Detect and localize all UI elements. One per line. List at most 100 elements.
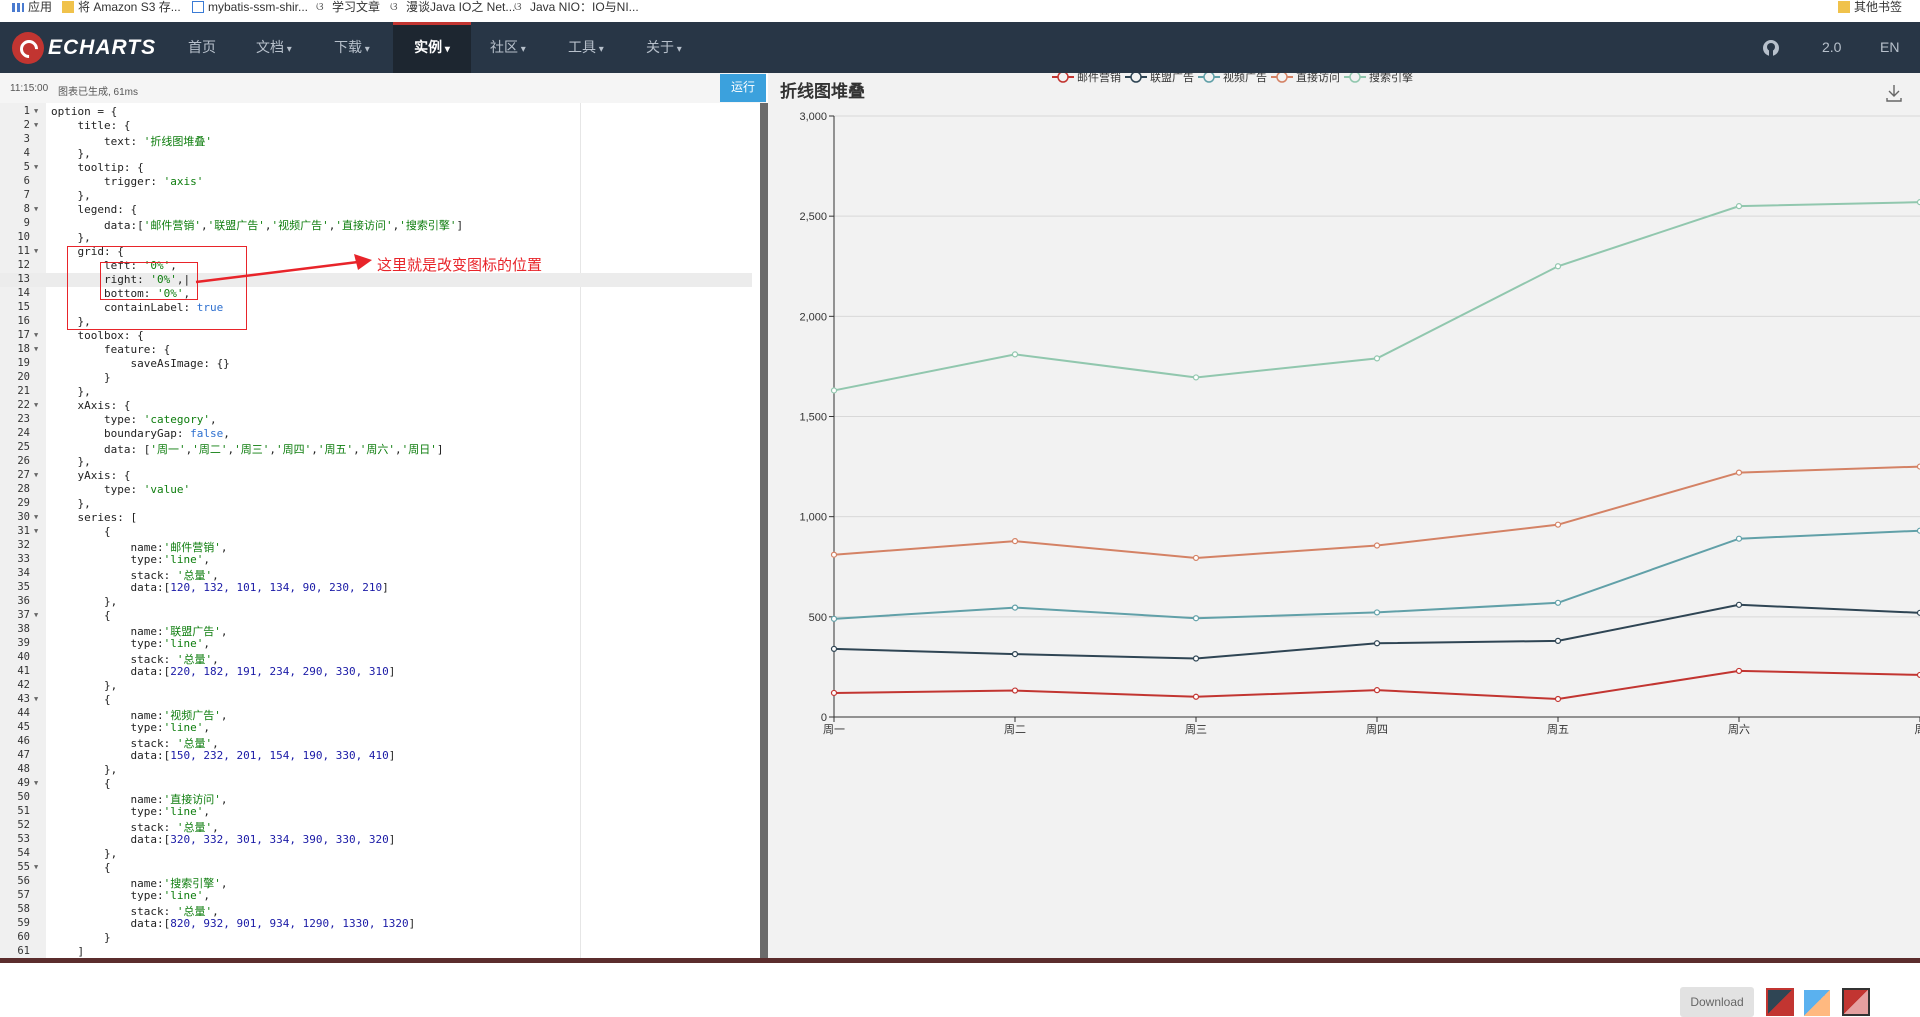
- fold-arrow-icon[interactable]: ▼: [34, 163, 38, 171]
- code-line[interactable]: 27▼ yAxis: {: [0, 469, 752, 483]
- code-line[interactable]: 24 boundaryGap: false,: [0, 427, 752, 441]
- code-line[interactable]: 53 data:[320, 332, 301, 334, 390, 330, 3…: [0, 833, 752, 847]
- code-line[interactable]: 39 type:'line',: [0, 637, 752, 651]
- nav-version[interactable]: 2.0: [1822, 22, 1841, 73]
- nav-examples[interactable]: 实例: [393, 22, 471, 73]
- fold-arrow-icon[interactable]: ▼: [34, 121, 38, 129]
- code-line[interactable]: 5▼ tooltip: {: [0, 161, 752, 175]
- code-line[interactable]: 44 name:'视频广告',: [0, 707, 752, 721]
- code-line[interactable]: 20 }: [0, 371, 752, 385]
- bookmark-item[interactable]: mybatis-ssm-shir...: [192, 0, 308, 14]
- fold-arrow-icon[interactable]: ▼: [34, 205, 38, 213]
- code-line[interactable]: 3 text: '折线图堆叠': [0, 133, 752, 147]
- fold-arrow-icon[interactable]: ▼: [34, 513, 38, 521]
- code-line[interactable]: 6 trigger: 'axis': [0, 175, 752, 189]
- fold-arrow-icon[interactable]: ▼: [34, 779, 38, 787]
- echarts-logo[interactable]: ECHARTS: [12, 32, 156, 64]
- code-line[interactable]: 47 data:[150, 232, 201, 154, 190, 330, 4…: [0, 749, 752, 763]
- run-button[interactable]: 运行: [720, 74, 766, 102]
- fold-arrow-icon[interactable]: ▼: [34, 863, 38, 871]
- fold-arrow-icon[interactable]: ▼: [34, 611, 38, 619]
- bookmark-item[interactable]: ଓ 学习文章: [316, 0, 380, 14]
- theme-default-swatch[interactable]: [1842, 988, 1870, 1016]
- code-line[interactable]: 10 },: [0, 231, 752, 245]
- code-line[interactable]: 21 },: [0, 385, 752, 399]
- code-line[interactable]: 48 },: [0, 763, 752, 777]
- code-line[interactable]: 55▼ {: [0, 861, 752, 875]
- bookmark-apps[interactable]: 应用: [12, 0, 52, 14]
- code-line[interactable]: 56 name:'搜索引擎',: [0, 875, 752, 889]
- code-line[interactable]: 59 data:[820, 932, 901, 934, 1290, 1330,…: [0, 917, 752, 931]
- code-line[interactable]: 61 ]: [0, 945, 752, 959]
- code-line[interactable]: 42 },: [0, 679, 752, 693]
- code-line[interactable]: 8▼ legend: {: [0, 203, 752, 217]
- code-line[interactable]: 28 type: 'value': [0, 483, 752, 497]
- code-line[interactable]: 37▼ {: [0, 609, 752, 623]
- nav-about[interactable]: 关于: [646, 22, 682, 73]
- chart-canvas[interactable]: 折线图堆叠05001,0001,5002,0002,5003,000周一周二周三…: [768, 73, 1920, 963]
- code-line[interactable]: 58 stack: '总量',: [0, 903, 752, 917]
- code-line[interactable]: 4 },: [0, 147, 752, 161]
- fold-arrow-icon[interactable]: ▼: [34, 401, 38, 409]
- fold-arrow-icon[interactable]: ▼: [34, 107, 38, 115]
- code-line[interactable]: 2▼ title: {: [0, 119, 752, 133]
- theme-macarons-swatch[interactable]: [1804, 990, 1830, 1016]
- code-line[interactable]: 50 name:'直接访问',: [0, 791, 752, 805]
- code-line[interactable]: 43▼ {: [0, 693, 752, 707]
- bookmark-item[interactable]: ଓ 漫谈Java IO之 Net...: [390, 0, 515, 14]
- nav-lang[interactable]: EN: [1880, 22, 1899, 73]
- bookmark-item[interactable]: ଓ Java NIO：IO与NI...: [514, 0, 639, 14]
- code-line[interactable]: 18▼ feature: {: [0, 343, 752, 357]
- code-line[interactable]: 1▼option = {: [0, 105, 752, 119]
- nav-tools[interactable]: 工具: [568, 22, 604, 73]
- code-line[interactable]: 45 type:'line',: [0, 721, 752, 735]
- code-line[interactable]: 51 type:'line',: [0, 805, 752, 819]
- fold-arrow-icon[interactable]: ▼: [34, 527, 38, 535]
- code-line[interactable]: 41 data:[220, 182, 191, 234, 290, 330, 3…: [0, 665, 752, 679]
- code-line[interactable]: 19 saveAsImage: {}: [0, 357, 752, 371]
- code-line[interactable]: 36 },: [0, 595, 752, 609]
- code-line[interactable]: 29 },: [0, 497, 752, 511]
- code-line[interactable]: 31▼ {: [0, 525, 752, 539]
- code-line[interactable]: 35 data:[120, 132, 101, 134, 90, 230, 21…: [0, 581, 752, 595]
- nav-home[interactable]: 首页: [188, 22, 216, 73]
- code-line[interactable]: 54 },: [0, 847, 752, 861]
- code-line[interactable]: 57 type:'line',: [0, 889, 752, 903]
- nav-community[interactable]: 社区: [490, 22, 526, 73]
- theme-dark-swatch[interactable]: [1766, 988, 1794, 1016]
- code-line[interactable]: 22▼ xAxis: {: [0, 399, 752, 413]
- code-line[interactable]: 30▼ series: [: [0, 511, 752, 525]
- code-line[interactable]: 17▼ toolbox: {: [0, 329, 752, 343]
- code-line[interactable]: 23 type: 'category',: [0, 413, 752, 427]
- code-line[interactable]: 60 }: [0, 931, 752, 945]
- bookmark-other[interactable]: 其他书签: [1838, 0, 1902, 14]
- save-as-image-icon[interactable]: [1887, 85, 1901, 101]
- line-number: 52: [0, 819, 30, 831]
- bookmark-item[interactable]: 将 Amazon S3 存...: [62, 0, 181, 14]
- code-line[interactable]: 25 data: ['周一','周二','周三','周四','周五','周六',…: [0, 441, 752, 455]
- download-button[interactable]: Download: [1680, 987, 1754, 1017]
- code-line[interactable]: 49▼ {: [0, 777, 752, 791]
- fold-arrow-icon[interactable]: ▼: [34, 345, 38, 353]
- code-line[interactable]: 34 stack: '总量',: [0, 567, 752, 581]
- code-line[interactable]: 40 stack: '总量',: [0, 651, 752, 665]
- code-line[interactable]: 38 name:'联盟广告',: [0, 623, 752, 637]
- code-editor[interactable]: 1▼option = {2▼ title: {3 text: '折线图堆叠'4 …: [0, 103, 760, 963]
- code-line[interactable]: 33 type:'line',: [0, 553, 752, 567]
- fold-arrow-icon[interactable]: ▼: [34, 331, 38, 339]
- pane-splitter[interactable]: [760, 103, 768, 963]
- code-line[interactable]: 9 data:['邮件营销','联盟广告','视频广告','直接访问','搜索引…: [0, 217, 752, 231]
- code-line[interactable]: 7 },: [0, 189, 752, 203]
- code-line[interactable]: 46 stack: '总量',: [0, 735, 752, 749]
- code-line[interactable]: 32 name:'邮件营销',: [0, 539, 752, 553]
- nav-docs[interactable]: 文档: [256, 22, 292, 73]
- line-number: 46: [0, 735, 30, 747]
- fold-arrow-icon[interactable]: ▼: [34, 471, 38, 479]
- nav-download[interactable]: 下载: [334, 22, 370, 73]
- code-line[interactable]: 26 },: [0, 455, 752, 469]
- fold-arrow-icon[interactable]: ▼: [34, 695, 38, 703]
- code-line[interactable]: 52 stack: '总量',: [0, 819, 752, 833]
- github-icon[interactable]: [1762, 22, 1780, 73]
- data-point: [1013, 605, 1018, 610]
- fold-arrow-icon[interactable]: ▼: [34, 247, 38, 255]
